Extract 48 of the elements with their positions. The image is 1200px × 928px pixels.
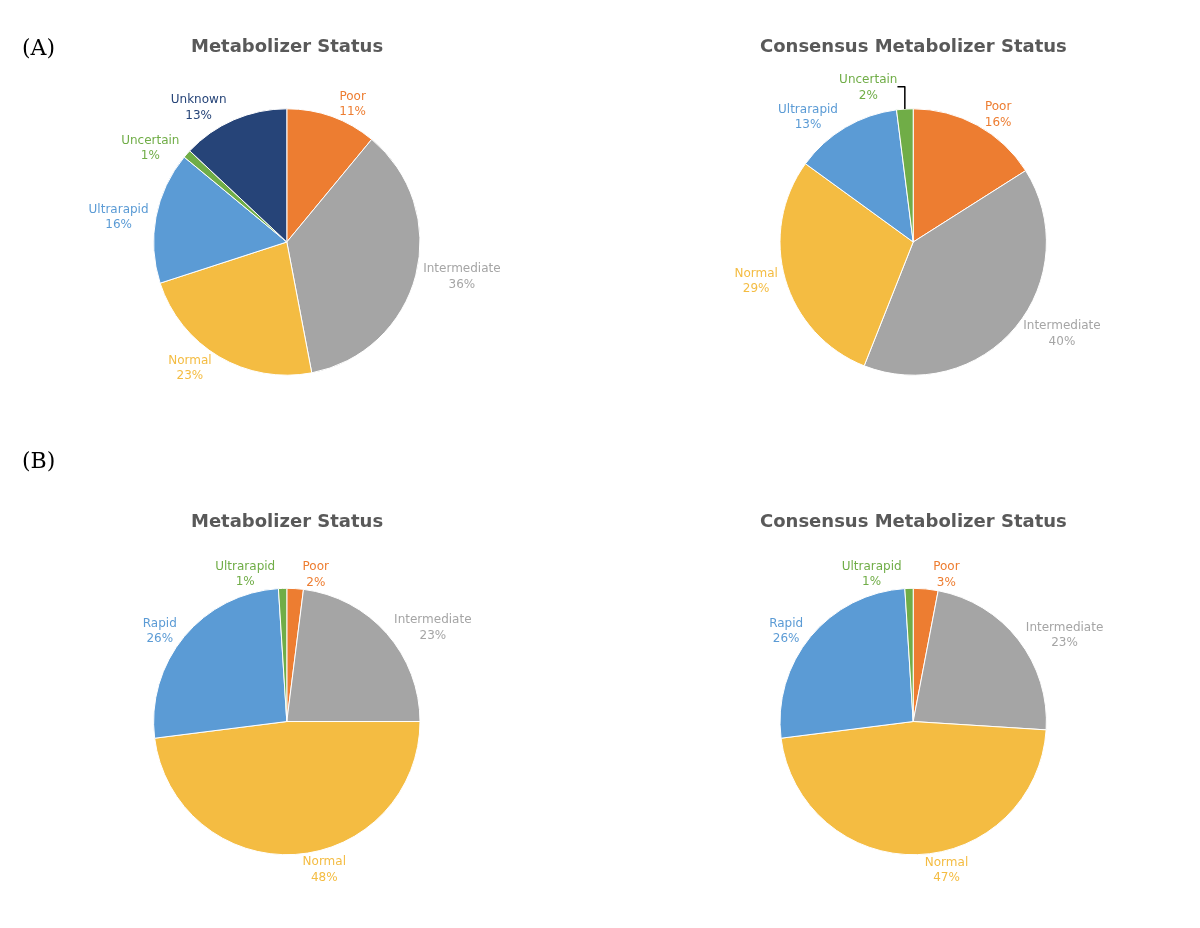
slice-label: Poor [984, 99, 1012, 114]
data-label: 13% [185, 108, 212, 123]
data-label: 13% [794, 117, 822, 132]
data-label: 2% [858, 87, 878, 102]
text: (A) [22, 35, 56, 60]
chart-title: Metabolizer Status [191, 35, 384, 56]
data-label: 26% [146, 631, 174, 646]
slice-label: Uncertain [839, 71, 898, 86]
chart-title: Consensus Metabolizer Status [760, 35, 1067, 56]
data-label: 2% [306, 574, 326, 589]
data-label: 36% [448, 276, 476, 291]
slice-label: Normal [734, 265, 778, 280]
chart-title: Metabolizer Status [191, 510, 384, 531]
text: (B) [22, 448, 56, 473]
chart-title: Consensus Metabolizer Status [760, 510, 1067, 531]
data-label: 29% [742, 281, 770, 296]
slice-label: Ultrarapid [778, 101, 838, 116]
slice-label: Intermediate [1023, 318, 1101, 333]
data-label: 26% [772, 631, 800, 646]
slice-label: Normal [168, 352, 212, 367]
slice-label: Unknown [170, 92, 227, 107]
data-label: 23% [419, 627, 447, 642]
data-label: 23% [176, 368, 204, 383]
data-label: 11% [339, 104, 366, 119]
slice-label: Intermediate [1025, 619, 1104, 634]
data-label: 1% [862, 574, 882, 589]
data-label: 40% [1048, 333, 1076, 348]
slice-label: Poor [302, 559, 330, 574]
slice-label: Rapid [142, 615, 177, 630]
data-label: 1% [235, 574, 255, 589]
data-label: 47% [933, 870, 960, 885]
data-label: 3% [936, 575, 956, 590]
slice-label: Poor [933, 559, 960, 574]
slice-label: Ultrarapid [841, 558, 902, 573]
slice-label: Intermediate [423, 261, 501, 276]
slice-label: Intermediate [394, 612, 472, 627]
slice-label: Ultrarapid [215, 558, 276, 573]
slice-label: Poor [339, 88, 366, 103]
slice-label: Ultrarapid [88, 201, 149, 216]
slice-label: Normal [924, 854, 969, 869]
data-label: 48% [310, 870, 338, 884]
data-label: 16% [984, 114, 1012, 129]
slice-label: Uncertain [121, 132, 180, 147]
slice-label: Rapid [769, 615, 804, 630]
slice-label: Normal [302, 854, 346, 869]
data-label: 16% [105, 217, 132, 232]
data-label: 1% [140, 148, 160, 163]
data-label: 23% [1051, 635, 1078, 650]
